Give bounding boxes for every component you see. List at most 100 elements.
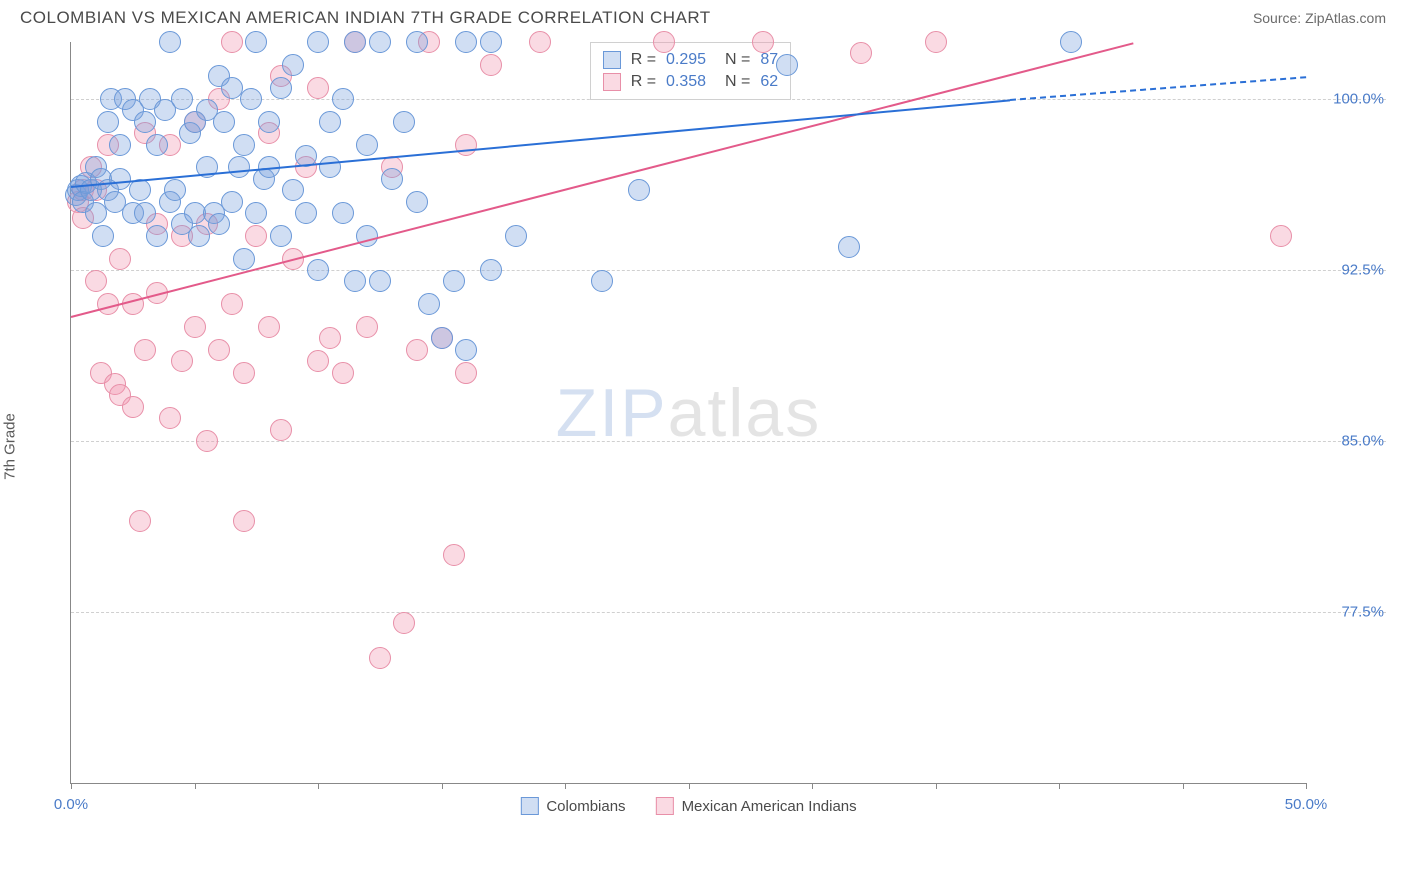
stat-r-label: R = xyxy=(631,73,656,91)
scatter-dot-series1 xyxy=(393,111,415,133)
scatter-dot-series2 xyxy=(245,225,267,247)
scatter-dot-series2 xyxy=(208,339,230,361)
scatter-dot-series1 xyxy=(146,134,168,156)
scatter-dot-series1 xyxy=(188,225,210,247)
y-axis-label: 7th Grade xyxy=(2,413,19,480)
scatter-dot-series1 xyxy=(344,31,366,53)
scatter-dot-series2 xyxy=(221,293,243,315)
x-tick xyxy=(565,783,566,789)
scatter-dot-series2 xyxy=(258,316,280,338)
scatter-dot-series1 xyxy=(406,31,428,53)
scatter-dot-series1 xyxy=(164,179,186,201)
stats-row-series1: R = 0.295 N = 87 xyxy=(603,49,778,71)
scatter-dot-series1 xyxy=(591,270,613,292)
x-tick xyxy=(318,783,319,789)
legend-swatch-series1 xyxy=(603,51,621,69)
scatter-dot-series2 xyxy=(129,510,151,532)
scatter-dot-series1 xyxy=(159,31,181,53)
scatter-dot-series1 xyxy=(129,179,151,201)
scatter-dot-series1 xyxy=(270,77,292,99)
scatter-dot-series1 xyxy=(381,168,403,190)
x-tick-label: 0.0% xyxy=(54,796,88,813)
x-tick xyxy=(1059,783,1060,789)
scatter-dot-series1 xyxy=(245,202,267,224)
scatter-dot-series2 xyxy=(1270,225,1292,247)
stat-r-label: R = xyxy=(631,51,656,69)
stat-n-label: N = xyxy=(716,73,750,91)
scatter-dot-series1 xyxy=(134,202,156,224)
scatter-dot-series1 xyxy=(332,202,354,224)
scatter-dot-series2 xyxy=(307,350,329,372)
y-tick-label: 92.5% xyxy=(1341,262,1384,279)
scatter-dot-series1 xyxy=(418,293,440,315)
x-tick xyxy=(442,783,443,789)
scatter-dot-series1 xyxy=(369,31,391,53)
watermark-zip: ZIP xyxy=(556,375,668,451)
x-tick xyxy=(71,783,72,789)
stat-r-value-series1: 0.295 xyxy=(666,51,706,69)
scatter-dot-series1 xyxy=(171,88,193,110)
scatter-dot-series1 xyxy=(85,202,107,224)
scatter-dot-series1 xyxy=(134,111,156,133)
gridline xyxy=(71,270,1386,271)
scatter-dot-series1 xyxy=(270,225,292,247)
scatter-dot-series2 xyxy=(752,31,774,53)
scatter-dot-series1 xyxy=(455,339,477,361)
scatter-dot-series1 xyxy=(282,54,304,76)
scatter-dot-series1 xyxy=(228,156,250,178)
scatter-dot-series2 xyxy=(122,396,144,418)
scatter-dot-series2 xyxy=(332,362,354,384)
scatter-dot-series2 xyxy=(196,430,218,452)
plot-area: ZIPatlas R = 0.295 N = 87 R = 0.358 N = … xyxy=(70,42,1306,784)
scatter-dot-series2 xyxy=(184,316,206,338)
x-tick xyxy=(689,783,690,789)
scatter-dot-series1 xyxy=(344,270,366,292)
legend-swatch-series2 xyxy=(603,73,621,91)
scatter-dot-series1 xyxy=(146,225,168,247)
scatter-dot-series1 xyxy=(307,31,329,53)
scatter-dot-series2 xyxy=(171,350,193,372)
scatter-dot-series1 xyxy=(97,111,119,133)
scatter-dot-series1 xyxy=(245,31,267,53)
x-tick xyxy=(812,783,813,789)
scatter-dot-series1 xyxy=(431,327,453,349)
scatter-dot-series2 xyxy=(109,248,131,270)
scatter-dot-series2 xyxy=(393,612,415,634)
scatter-dot-series1 xyxy=(319,111,341,133)
stat-n-label: N = xyxy=(716,51,750,69)
x-tick xyxy=(936,783,937,789)
bottom-legend-label-series1: Colombians xyxy=(546,798,625,815)
scatter-dot-series1 xyxy=(221,191,243,213)
y-tick-label: 85.0% xyxy=(1341,433,1384,450)
gridline xyxy=(71,441,1386,442)
scatter-dot-series2 xyxy=(122,293,144,315)
scatter-dot-series2 xyxy=(925,31,947,53)
scatter-dot-series2 xyxy=(480,54,502,76)
scatter-dot-series1 xyxy=(369,270,391,292)
scatter-dot-series2 xyxy=(369,647,391,669)
scatter-dot-series1 xyxy=(184,202,206,224)
scatter-dot-series1 xyxy=(233,248,255,270)
scatter-dot-series2 xyxy=(455,362,477,384)
scatter-dot-series1 xyxy=(319,156,341,178)
scatter-dot-series2 xyxy=(221,31,243,53)
scatter-dot-series2 xyxy=(319,327,341,349)
scatter-dot-series1 xyxy=(406,191,428,213)
scatter-dot-series1 xyxy=(221,77,243,99)
scatter-dot-series1 xyxy=(838,236,860,258)
scatter-dot-series1 xyxy=(480,31,502,53)
scatter-dot-series2 xyxy=(406,339,428,361)
scatter-dot-series2 xyxy=(270,419,292,441)
chart-title: COLOMBIAN VS MEXICAN AMERICAN INDIAN 7TH… xyxy=(20,8,711,28)
scatter-dot-series1 xyxy=(233,134,255,156)
stat-r-value-series2: 0.358 xyxy=(666,73,706,91)
trend-dash-series1 xyxy=(1010,76,1307,101)
gridline xyxy=(71,612,1386,613)
scatter-dot-series2 xyxy=(159,407,181,429)
chart-header: COLOMBIAN VS MEXICAN AMERICAN INDIAN 7TH… xyxy=(0,0,1406,32)
scatter-dot-series2 xyxy=(233,362,255,384)
y-tick-label: 100.0% xyxy=(1333,91,1384,108)
scatter-dot-series2 xyxy=(455,134,477,156)
scatter-dot-series1 xyxy=(505,225,527,247)
bottom-legend-item-series2: Mexican American Indians xyxy=(656,797,857,815)
